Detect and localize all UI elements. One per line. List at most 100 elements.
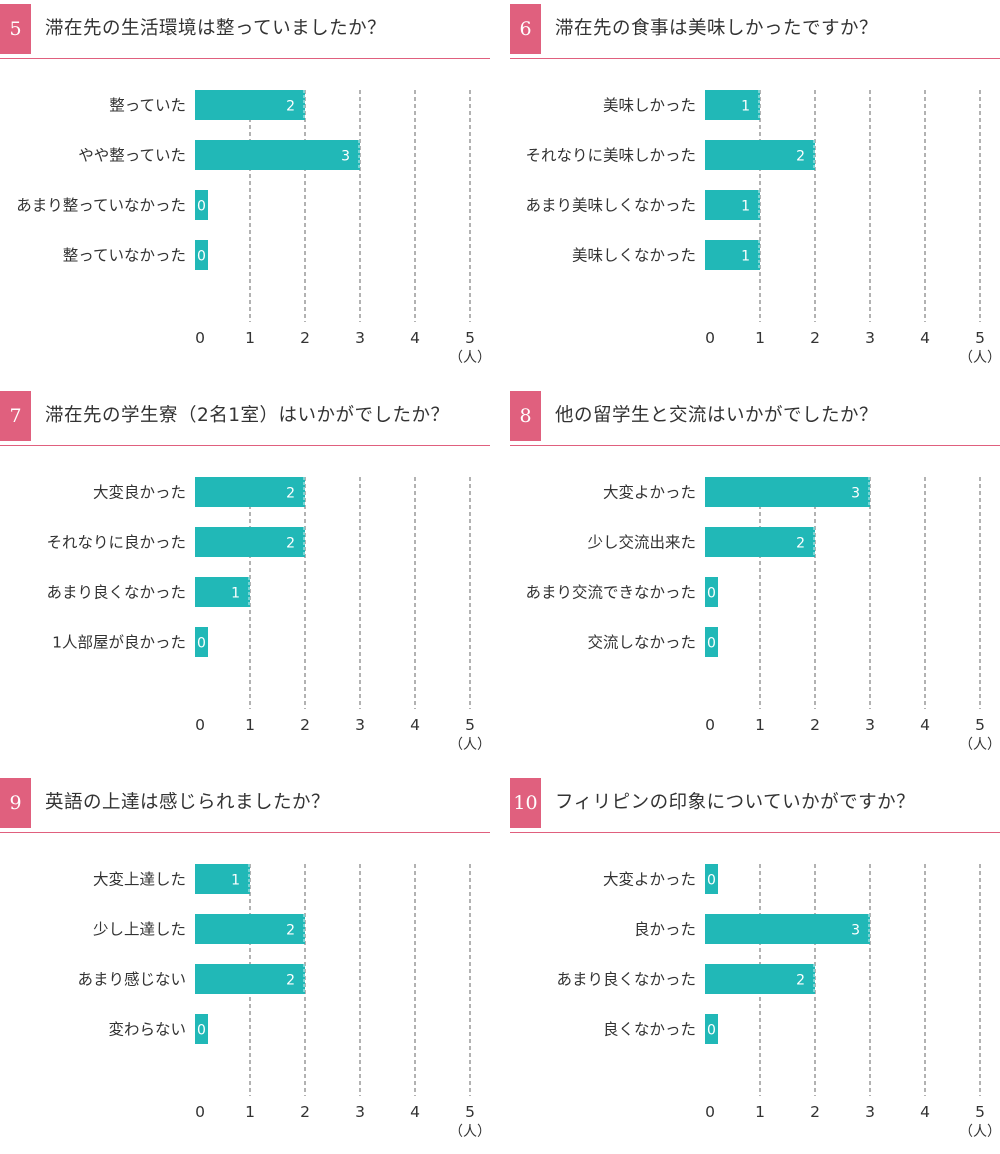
category-label: 少し交流出来た <box>587 534 696 552</box>
category-label: 良くなかった <box>603 1021 696 1039</box>
bar <box>195 477 305 507</box>
question-number: 7 <box>0 391 31 441</box>
question-title: 他の留学生と交流はいかがでしたか？ <box>555 405 879 426</box>
bar <box>705 964 815 994</box>
x-tick-label: 2 <box>810 716 820 734</box>
x-tick-label: 1 <box>755 1103 765 1121</box>
unit-label: （人） <box>449 350 490 366</box>
data-label: 1 <box>741 99 750 115</box>
question-number: 10 <box>510 778 541 828</box>
category-label: それなりに良かった <box>46 534 186 552</box>
x-tick-label: 3 <box>355 716 365 734</box>
bar <box>195 527 305 557</box>
x-tick-label: 5 <box>975 1103 985 1121</box>
bar <box>705 90 760 120</box>
x-tick-label: 3 <box>355 329 365 347</box>
bar <box>705 477 870 507</box>
x-tick-label: 3 <box>865 1103 875 1121</box>
question-title: 滞在先の食事は美味しかったですか？ <box>555 18 879 39</box>
unit-label: （人） <box>959 737 1000 753</box>
x-tick-label: 2 <box>300 1103 310 1121</box>
question-number: 8 <box>510 391 541 441</box>
x-tick-label: 4 <box>920 716 930 734</box>
category-label: あまり感じない <box>77 971 186 989</box>
category-label: 大変よかった <box>603 484 696 502</box>
bar <box>195 864 250 894</box>
question-title: 滞在先の生活環境は整っていましたか？ <box>45 18 387 39</box>
bar <box>195 240 208 270</box>
data-label: 1 <box>741 249 750 265</box>
data-label: 0 <box>197 199 206 215</box>
bar <box>195 914 305 944</box>
data-label: 0 <box>197 1023 206 1039</box>
x-tick-label: 1 <box>245 1103 255 1121</box>
x-tick-label: 4 <box>920 1103 930 1121</box>
data-label: 2 <box>286 536 295 552</box>
category-label: 美味しかった <box>603 97 696 115</box>
category-label: 大変上達した <box>93 871 186 889</box>
question-title: 滞在先の学生寮（2名1室）はいかがでしたか？ <box>45 405 450 426</box>
bar <box>705 627 718 657</box>
bar-chart: 美味しかった 1 それなりに美味しかった 2 あまり美味しくなかった 1 美味しくなかった 1… <box>525 90 1000 366</box>
question-header: 6 滞在先の食事は美味しかったですか？ <box>510 0 1000 59</box>
bar-chart: 大変良かった 2 それなりに良かった 2 あまり良くなかった 1 1人部屋が良かった 0 0 1 2… <box>46 477 490 753</box>
x-tick-label: 5 <box>975 716 985 734</box>
category-label: 1人部屋が良かった <box>52 634 186 652</box>
x-tick-label: 1 <box>755 329 765 347</box>
data-label: 2 <box>286 99 295 115</box>
bar <box>195 1014 208 1044</box>
category-label: あまり交流できなかった <box>525 584 696 602</box>
data-label: 1 <box>231 873 240 889</box>
x-tick-label: 4 <box>920 329 930 347</box>
bar-chart: 大変上達した 1 少し上達した 2 あまり感じない 2 変わらない 0 0 1 2 3 4 5 （人） <box>77 864 490 1140</box>
data-label: 3 <box>851 486 860 502</box>
bar <box>195 140 360 170</box>
category-label: あまり美味しくなかった <box>525 197 696 215</box>
question-number: 5 <box>0 4 31 54</box>
x-tick-label: 0 <box>195 329 205 347</box>
data-label: 1 <box>741 199 750 215</box>
x-tick-label: 0 <box>705 329 715 347</box>
data-label: 3 <box>341 149 350 165</box>
question-header: 10 フィリピンの印象についていかがですか？ <box>510 774 1000 833</box>
x-tick-label: 1 <box>245 329 255 347</box>
bar <box>195 90 305 120</box>
data-label: 2 <box>796 973 805 989</box>
bar-chart: 大変よかった 3 少し交流出来た 2 あまり交流できなかった 0 交流しなかった 0 0 1 2 3 4… <box>525 477 1000 753</box>
question-number: 9 <box>0 778 31 828</box>
question-panel: 9 英語の上達は感じられましたか？ 大変上達した 1 少し上達した 2 あまり感じない 2 変わ… <box>0 774 490 1154</box>
bar <box>195 577 250 607</box>
question-panel: 7 滞在先の学生寮（2名1室）はいかがでしたか？ 大変良かった 2 それなりに良かった 2… <box>0 387 490 767</box>
category-label: 大変よかった <box>603 871 696 889</box>
x-tick-label: 1 <box>245 716 255 734</box>
category-label: 交流しなかった <box>587 634 696 652</box>
bar <box>705 577 718 607</box>
x-tick-label: 0 <box>705 1103 715 1121</box>
unit-label: （人） <box>449 737 490 753</box>
x-tick-label: 2 <box>810 1103 820 1121</box>
category-label: 変わらない <box>108 1021 186 1039</box>
x-tick-label: 3 <box>355 1103 365 1121</box>
category-label: 大変良かった <box>93 484 186 502</box>
unit-label: （人） <box>959 350 1000 366</box>
data-label: 0 <box>197 636 206 652</box>
x-tick-label: 0 <box>705 716 715 734</box>
x-tick-label: 5 <box>465 1103 475 1121</box>
x-tick-label: 5 <box>975 329 985 347</box>
x-tick-label: 3 <box>865 716 875 734</box>
bar <box>705 527 815 557</box>
x-tick-label: 1 <box>755 716 765 734</box>
bar <box>195 627 208 657</box>
question-header: 8 他の留学生と交流はいかがでしたか？ <box>510 387 1000 446</box>
bar <box>705 1014 718 1044</box>
data-label: 0 <box>707 636 716 652</box>
x-tick-label: 5 <box>465 716 475 734</box>
data-label: 2 <box>286 973 295 989</box>
question-title: 英語の上達は感じられましたか？ <box>45 792 331 813</box>
x-tick-label: 2 <box>300 329 310 347</box>
category-label: 美味しくなかった <box>572 247 696 265</box>
x-tick-label: 4 <box>410 716 420 734</box>
unit-label: （人） <box>959 1124 1000 1140</box>
data-label: 2 <box>796 536 805 552</box>
